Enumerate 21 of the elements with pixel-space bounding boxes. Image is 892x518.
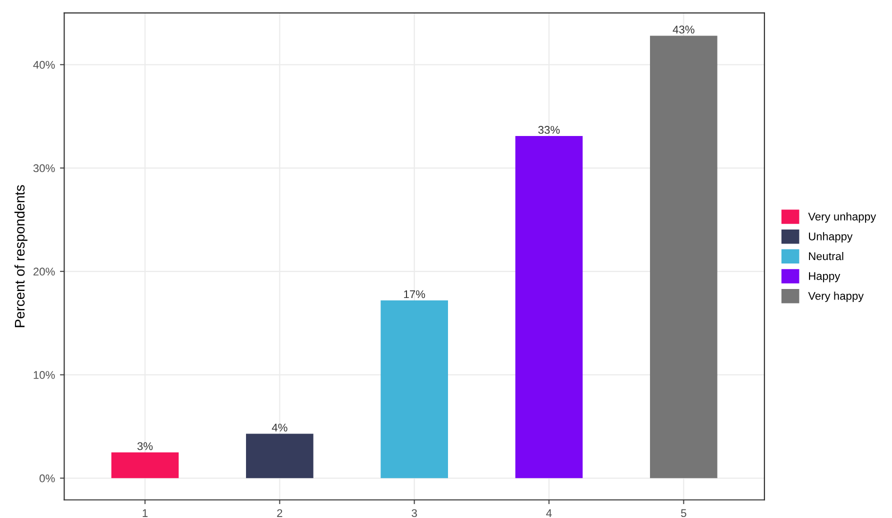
data-label: 33% [538, 126, 560, 134]
data-label: 3% [137, 442, 153, 450]
legend-label: Very unhappy [808, 212, 876, 223]
y-tick-label: 20% [34, 268, 55, 276]
legend-label: Very happy [808, 292, 864, 302]
data-label: 17% [404, 290, 426, 298]
y-tick-label: 0% [40, 474, 55, 482]
legend-label: Neutral [809, 252, 844, 260]
y-tick-label: 30% [33, 164, 55, 172]
data-label: 4% [272, 424, 288, 432]
legend-label: Happy [809, 272, 840, 282]
data-label: 43% [672, 26, 694, 34]
y-tick-label: 40% [33, 60, 55, 69]
x-tick-label: 4 [546, 509, 552, 517]
y-axis-title: Percent of respondents [14, 185, 28, 328]
x-tick-label: 5 [681, 509, 686, 518]
legend-label: Unhappy [808, 232, 853, 243]
y-tick-label: 10% [34, 371, 55, 379]
x-tick-label: 1 [142, 509, 148, 517]
x-tick-label: 3 [412, 509, 417, 518]
x-tick-label: 2 [277, 509, 282, 517]
